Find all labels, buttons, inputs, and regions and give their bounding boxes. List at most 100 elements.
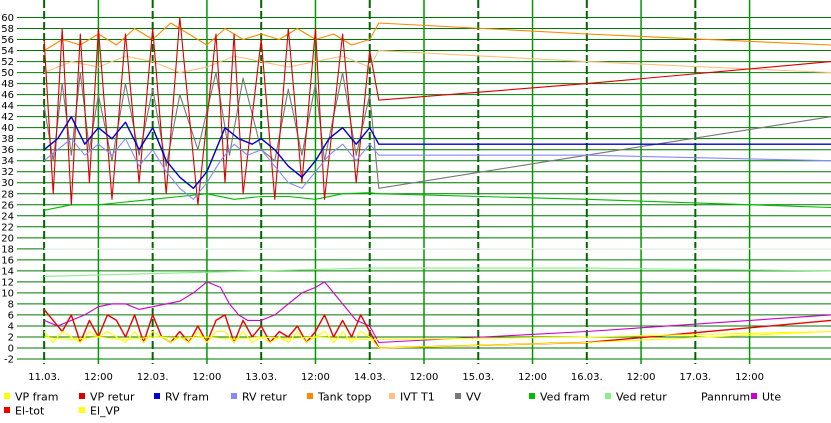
legend-item: Ved retur <box>605 390 667 404</box>
legend-item: Ved fram <box>529 390 590 404</box>
legend-item: VP fram <box>4 390 59 404</box>
y-tick-label: 46 <box>1 90 14 101</box>
legend-swatch <box>79 393 85 399</box>
legend-label: VP retur <box>90 390 135 404</box>
x-tick-label: 17.03. <box>679 372 711 383</box>
legend-swatch <box>389 393 395 399</box>
y-tick-label: 48 <box>1 79 14 90</box>
legend-item: IVT T1 <box>389 390 435 404</box>
y-tick-label: -2 <box>4 355 14 366</box>
legend-swatch <box>154 393 160 399</box>
series-line-el-tot <box>43 308 831 349</box>
y-tick-label: 52 <box>1 57 14 68</box>
y-tick-label: 24 <box>1 211 14 222</box>
x-tick-label: 12:00 <box>84 372 113 383</box>
x-tick-label: 14.03. <box>354 372 386 383</box>
legend-label: El-tot <box>15 404 45 418</box>
legend-label: Ved fram <box>540 390 590 404</box>
legend-item: RV fram <box>154 390 209 404</box>
legend-label: Ved retur <box>616 390 667 404</box>
legend-label: VP fram <box>15 390 59 404</box>
y-tick-label: 58 <box>1 24 14 35</box>
y-tick-label: 0 <box>8 343 14 354</box>
legend-item: El_VP <box>79 404 120 418</box>
x-tick-label: 15.03. <box>462 372 494 383</box>
y-tick-label: 50 <box>1 68 14 79</box>
y-tick-label: 54 <box>1 46 14 57</box>
legend-swatch <box>455 393 461 399</box>
series-line-rv-retur <box>43 138 831 200</box>
x-tick-label: 12.03. <box>137 372 169 383</box>
y-tick-label: 42 <box>1 112 14 123</box>
legend-label: Ute <box>762 390 782 404</box>
legend: VP fram VP retur RV fram RV retur Tank topp I… <box>0 389 831 423</box>
legend-swatch <box>605 393 611 399</box>
y-tick-label: 6 <box>8 310 14 321</box>
x-tick-label: 13.03. <box>245 372 277 383</box>
legend-label: IVT T1 <box>400 390 435 404</box>
series-line-vp-fram <box>44 330 831 341</box>
y-tick-label: 38 <box>1 134 14 145</box>
y-tick-label: 2 <box>8 332 14 343</box>
x-tick-label: 12:00 <box>627 372 656 383</box>
legend-label: VV <box>466 390 482 404</box>
x-tick-label: 16.03. <box>571 372 603 383</box>
legend-item: VV <box>455 390 481 404</box>
y-tick-label: 18 <box>1 244 14 255</box>
series-line-el-vp <box>43 330 831 349</box>
y-tick-label: 12 <box>1 277 14 288</box>
x-tick-label: 12:00 <box>410 372 439 383</box>
y-tick-label: 40 <box>1 123 14 134</box>
x-tick-label: 12:00 <box>518 372 547 383</box>
y-tick-label: 4 <box>8 321 14 332</box>
y-tick-label: 22 <box>1 222 14 233</box>
chart-canvas: -202468101214161820222426283032343638404… <box>1 0 831 383</box>
x-axis-ticks: 11.03. 12:00 12.03. 12:00 13.03. 12:00 14.03. 1… <box>28 372 764 383</box>
y-tick-label: 20 <box>1 233 14 244</box>
series-line-vp-retur <box>43 16 831 206</box>
series-line-ute <box>43 281 831 344</box>
legend-item: RV retur <box>231 390 287 404</box>
y-tick-label: 30 <box>1 178 14 189</box>
y-axis-ticks: -202468101214161820222426283032343638404… <box>1 13 14 365</box>
legend-swatch <box>529 393 535 399</box>
legend-item: Pannrum <box>690 390 750 404</box>
legend-label: RV fram <box>165 390 209 404</box>
x-tick-label: 12:00 <box>735 372 764 383</box>
x-tick-label: 12:00 <box>301 372 330 383</box>
legend-swatch <box>4 393 10 399</box>
legend-swatch <box>231 393 237 399</box>
y-tick-label: 56 <box>1 35 14 46</box>
y-tick-label: 36 <box>1 145 14 156</box>
legend-item: Tank topp <box>307 390 372 404</box>
y-tick-label: 28 <box>1 189 14 200</box>
legend-swatch <box>690 393 696 399</box>
series-line-ved-fram <box>43 192 831 211</box>
y-tick-label: 16 <box>1 255 14 266</box>
legend-label: RV retur <box>242 390 287 404</box>
legend-swatch <box>79 407 85 413</box>
legend-item: Ute <box>751 390 781 404</box>
y-tick-label: 60 <box>1 13 14 24</box>
y-tick-label: 26 <box>1 200 14 211</box>
x-tick-label: 12:00 <box>193 372 222 383</box>
y-tick-label: 14 <box>1 266 14 277</box>
y-tick-label: 10 <box>1 288 14 299</box>
legend-swatch <box>751 393 757 399</box>
y-tick-label: 32 <box>1 167 14 178</box>
y-tick-label: 34 <box>1 156 14 167</box>
series-line-ved-retur <box>44 267 831 277</box>
legend-swatch <box>307 393 313 399</box>
legend-label: El_VP <box>90 404 120 418</box>
legend-item: VP retur <box>79 390 135 404</box>
legend-label: Pannrum <box>701 390 751 404</box>
legend-item: El-tot <box>4 404 44 418</box>
legend-label: Tank topp <box>318 390 372 404</box>
x-tick-label: 11.03. <box>28 372 60 383</box>
series-line-vv <box>43 72 831 189</box>
y-tick-label: 44 <box>1 101 14 112</box>
legend-swatch <box>4 407 10 413</box>
y-tick-label: 8 <box>8 299 14 310</box>
series-lines <box>43 16 831 349</box>
series-line-ivt-t1 <box>43 50 831 74</box>
